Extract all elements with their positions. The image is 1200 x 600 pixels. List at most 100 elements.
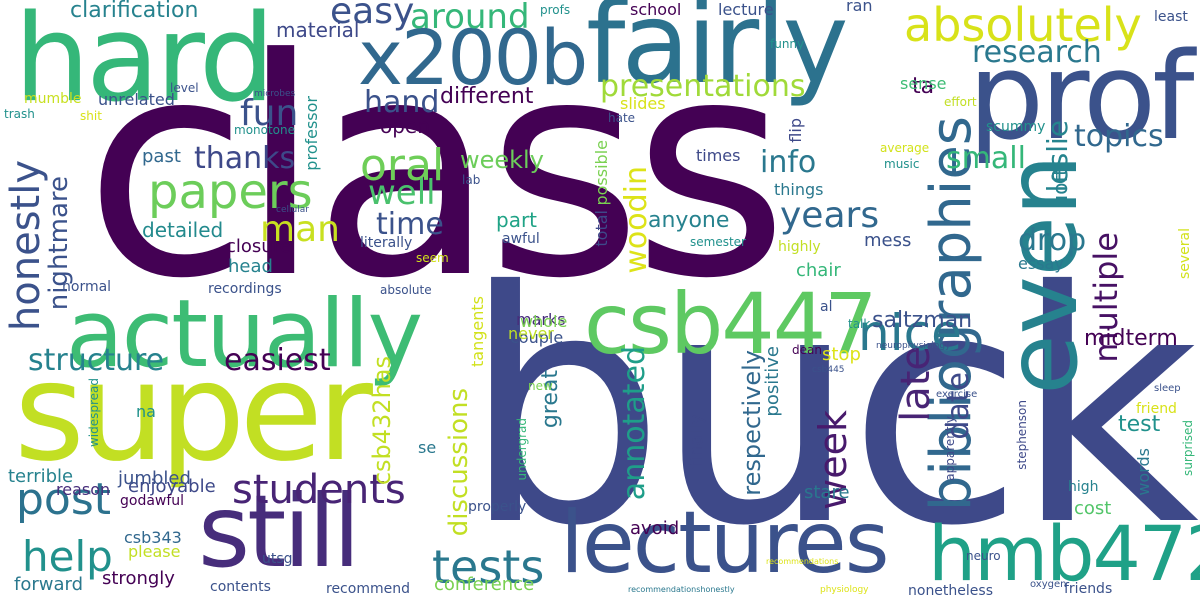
word-surprised: surprised [1181,420,1195,476]
word-average: average [880,141,930,155]
word-avoid: avoid [630,518,680,539]
word-least: least [1154,9,1188,25]
word-past: past [142,146,181,167]
word-x200b: x200b [358,13,588,102]
word-test: test [1118,412,1161,437]
word-things: things [774,180,824,199]
word-fairly: fairly [586,0,849,109]
word-na: na [136,402,156,421]
word-awful: awful [502,231,540,247]
word-post: post [16,474,112,525]
word-closure: closure [226,236,291,257]
word-hard: hard [14,0,275,129]
word-semester: semester [690,235,746,249]
word-students: students [232,467,406,513]
word-different: different [440,84,534,109]
word-respectively: respectively [738,350,766,496]
word-help: help [22,532,113,581]
word-normal: normal [62,279,112,295]
word-honestly: honestly [3,160,49,332]
word-uoft: uoft [1048,168,1072,208]
word-late: late [893,346,939,422]
word-stephenson: stephenson [1015,400,1029,470]
word-part: part [496,208,538,232]
word-easiest: easiest [224,343,331,378]
word-ran: ran [846,0,873,15]
word-effort: effort [944,95,977,109]
word-hate: hate [608,111,636,125]
word-presentations: presentations [600,69,806,104]
word-csb445: csb445 [812,365,845,375]
word-trash: trash [4,107,35,121]
word-oxygen: oxygen [1030,579,1067,590]
word-professor: professor [302,96,321,171]
word-highly: highly [778,239,821,255]
word-high: high [1068,479,1099,495]
word-saltzman: saltzman [872,308,973,333]
word-strongly: strongly [102,568,175,589]
word-exercise: exercise [936,389,978,400]
word-widespread: widespread [87,378,101,448]
word-seem: seem [416,251,449,265]
word-conference: conference [434,574,535,595]
word-school: school [630,0,682,19]
word-al: al [820,299,833,315]
word-several: several [1177,228,1193,280]
word-physiology: physiology [820,585,869,595]
word-ta: ta [912,74,935,99]
word-nonetheless: nonetheless [908,583,993,599]
word-unrelated: unrelated [98,90,175,109]
word-open: open [380,114,430,138]
word-lab: lab [462,173,481,187]
word-fun: fun [240,93,299,134]
word-csb447: csb447 [584,275,878,373]
word-finally: finally [686,414,707,469]
word-whole: whole [520,312,568,331]
word-material: material [276,18,360,42]
word-couple: couple [510,328,564,347]
word-mumble: mumble [24,91,82,107]
word-microbes: microbes [254,89,296,99]
word-man: man [260,209,340,250]
word-recommend: recommend [326,581,410,597]
word-csb432has: csb432has [368,356,396,486]
word-dean: dean [792,343,822,357]
word-still: still [198,473,361,590]
word-flip: flip [786,118,805,143]
word-total: total [592,210,611,247]
word-mess: mess [864,230,912,251]
word-monotone: monotone [234,123,296,137]
word-time: time [376,207,444,242]
word-reason: reason [56,480,111,499]
word-head: head [228,256,273,277]
word-papers: papers [148,164,313,220]
word-cost: cost [1074,498,1112,519]
word-absolute: absolute [380,283,432,297]
word-chair: chair [796,260,841,281]
word-recommendations: recommendations [766,557,839,566]
word-essay: essay [1018,254,1064,273]
word-scummy: scummy [986,119,1046,135]
word-sleep: sleep [1154,383,1181,394]
word-literally: literally [360,235,413,251]
word-topics: topics [1074,119,1164,154]
word-recommendationshonestly: recommendationshonestly [628,585,735,594]
word-new: new [528,379,553,393]
word-jumbled: jumbled [118,468,191,489]
word-godawful: godawful [120,493,185,509]
word-hmb472: hmb472 [928,509,1200,598]
word-buck: buck [462,224,1199,596]
word-research: research [972,35,1102,70]
word-midterm: midterm [1084,326,1178,351]
word-words: words [1134,448,1153,496]
word-weekly: weekly [460,146,544,174]
word-forward: forward [14,574,84,595]
word-oral: oral [360,140,445,191]
word-stop: stop [822,344,861,365]
word-drop: drop [1018,223,1087,258]
word-small: small [946,141,1026,176]
word-info: info [760,145,817,180]
word-easy: easy [330,0,415,32]
word-super: super [14,334,373,492]
